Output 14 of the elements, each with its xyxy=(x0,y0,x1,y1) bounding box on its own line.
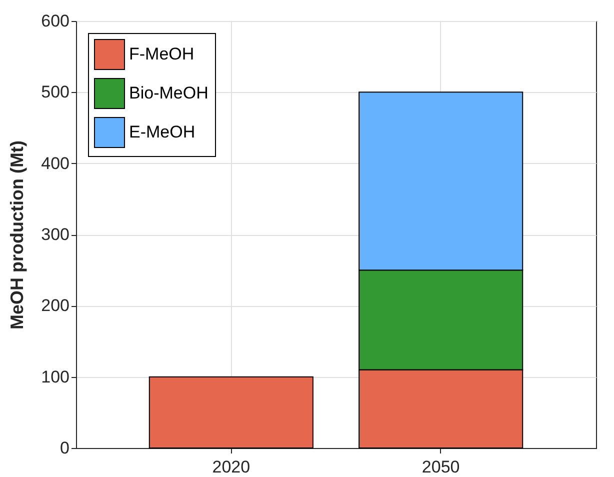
y-tick-label: 300 xyxy=(41,225,70,244)
y-tick-label: 100 xyxy=(41,367,70,386)
legend-label: Bio-MeOH xyxy=(129,84,208,102)
x-tick-label: 2020 xyxy=(212,458,250,476)
legend-label: F-MeOH xyxy=(129,44,194,64)
x-tick-label: 2050 xyxy=(422,458,460,476)
y-tick-label: 0 xyxy=(60,438,70,458)
y-tick-label: 600 xyxy=(41,12,70,30)
y-tick-label: 200 xyxy=(41,296,70,316)
bar xyxy=(148,376,314,448)
y-tick-label: 400 xyxy=(41,154,70,173)
legend-label: E-MeOH xyxy=(129,122,196,142)
y-axis-title: MeOH production (Mt) xyxy=(7,140,28,330)
y-tick-label: 500 xyxy=(41,82,70,102)
